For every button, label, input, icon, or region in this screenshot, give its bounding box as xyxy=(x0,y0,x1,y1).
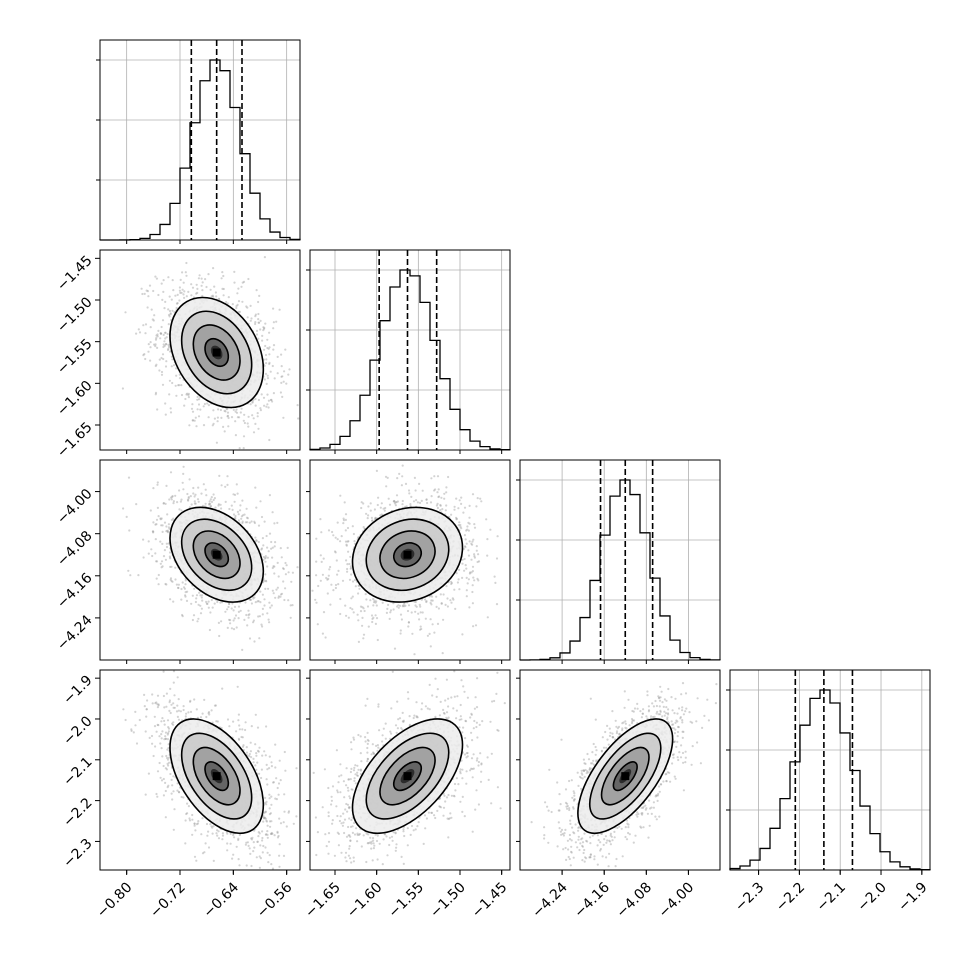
scatter-panel-3-0 xyxy=(99,669,301,871)
x-tick-label-0-3: −0.56 xyxy=(254,879,296,921)
y-tick-label-3-3: −2.0 xyxy=(60,713,95,748)
x-tick-label-0-0: −0.80 xyxy=(94,880,136,922)
contour-0 xyxy=(392,542,423,568)
scatter-panel-3-2 xyxy=(519,669,721,871)
density-peak xyxy=(621,772,630,781)
density-peak xyxy=(403,550,412,559)
contour-2 xyxy=(180,310,253,395)
y-tick-label-3-0: −2.3 xyxy=(60,836,95,871)
contour-3 xyxy=(169,296,265,409)
contour-3 xyxy=(577,718,674,835)
panel-frame xyxy=(309,249,511,451)
x-tick-label-2-1: −4.16 xyxy=(571,879,613,921)
y-tick-label-2-2: −4.08 xyxy=(54,528,96,570)
y-tick-label-1-0: −1.65 xyxy=(54,419,96,461)
contour-1 xyxy=(192,746,241,806)
x-tick-label-0-1: −0.72 xyxy=(147,880,189,922)
y-tick-label-3-4: −1.9 xyxy=(60,673,95,708)
x-tick-label-1-3: −1.50 xyxy=(427,880,469,922)
panel-frame xyxy=(519,669,721,871)
x-tick-label-1-4: −1.45 xyxy=(469,880,511,922)
x-tick-label-0-2: −0.64 xyxy=(201,879,243,921)
contour-3 xyxy=(169,718,265,835)
y-tick-label-3-2: −2.1 xyxy=(60,754,95,789)
panel-frame xyxy=(99,669,301,871)
x-tick-label-3-0: −2.3 xyxy=(732,880,767,915)
hist-panel-2 xyxy=(516,459,721,661)
contour-0 xyxy=(612,761,638,792)
contour-0 xyxy=(204,337,230,368)
x-tick-label-1-1: −1.60 xyxy=(344,880,386,922)
scatter-panel-1-0 xyxy=(99,249,301,451)
contour-3 xyxy=(351,718,464,835)
panel-frame xyxy=(309,669,511,871)
y-tick-label-1-1: −1.60 xyxy=(54,378,96,420)
scatter-panel-2-1 xyxy=(309,459,511,661)
panel-frame xyxy=(99,249,301,451)
panel-frame xyxy=(99,39,301,241)
scatter-panel-3-1 xyxy=(309,669,511,871)
contour-1 xyxy=(192,324,241,381)
density-peak xyxy=(212,550,221,559)
panel-frame xyxy=(309,459,511,661)
y-tick-label-2-0: −4.24 xyxy=(54,612,96,654)
histogram-0 xyxy=(99,59,301,241)
x-tick-label-2-0: −4.24 xyxy=(529,879,571,921)
hist-panel-0 xyxy=(96,39,301,241)
histogram-2 xyxy=(519,479,721,661)
density-peak xyxy=(403,772,412,781)
y-tick-label-1-3: −1.50 xyxy=(54,294,96,336)
contour-0 xyxy=(204,761,230,792)
histogram-3 xyxy=(729,689,931,871)
scatter-panel-2-0 xyxy=(99,459,301,661)
contour-0 xyxy=(204,542,230,568)
x-tick-label-3-1: −2.2 xyxy=(773,880,808,915)
contour-1 xyxy=(600,746,650,806)
x-tick-label-1-0: −1.65 xyxy=(302,880,344,922)
contour-2 xyxy=(365,518,450,592)
contour-1 xyxy=(379,746,436,806)
x-tick-label-2-2: −4.08 xyxy=(613,880,655,922)
contour-3 xyxy=(351,506,464,603)
contour-3 xyxy=(169,506,265,603)
panel-frame xyxy=(729,669,931,871)
contour-1 xyxy=(379,530,436,580)
contour-2 xyxy=(180,732,253,820)
density-peak xyxy=(212,348,221,357)
panel-frame xyxy=(519,459,721,661)
contour-1 xyxy=(192,530,241,580)
x-tick-label-3-3: −2.0 xyxy=(854,880,889,915)
x-tick-label-3-4: −1.9 xyxy=(895,880,930,915)
hist-panel-1 xyxy=(306,249,511,451)
y-tick-label-3-1: −2.2 xyxy=(60,795,95,830)
x-tick-label-2-3: −4.00 xyxy=(656,880,698,922)
density-peak xyxy=(212,772,221,781)
contour-2 xyxy=(365,732,450,820)
contour-2 xyxy=(588,732,662,820)
hist-panel-3 xyxy=(726,669,931,871)
y-tick-label-1-4: −1.45 xyxy=(54,253,96,295)
histogram-1 xyxy=(309,269,511,451)
x-tick-label-1-2: −1.55 xyxy=(386,880,428,922)
y-tick-label-2-1: −4.16 xyxy=(54,570,96,612)
contour-2 xyxy=(180,518,253,592)
panel-frame xyxy=(99,459,301,661)
y-tick-label-1-2: −1.55 xyxy=(54,336,96,378)
contour-0 xyxy=(392,761,423,792)
y-tick-label-2-3: −4.00 xyxy=(54,486,96,528)
x-tick-label-3-2: −2.1 xyxy=(814,880,849,915)
